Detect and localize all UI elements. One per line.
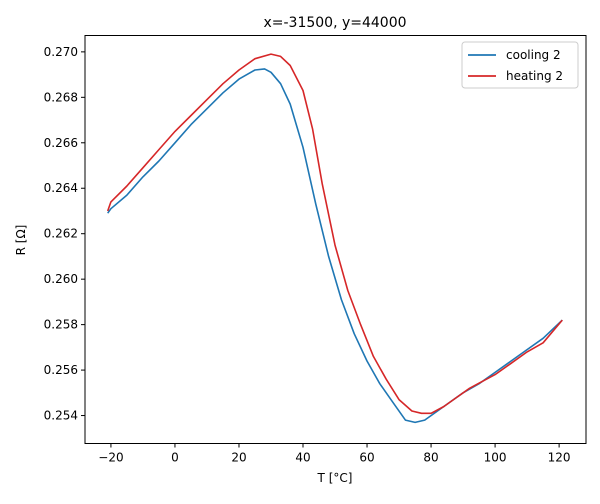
x-tick-label: 20 <box>231 451 246 465</box>
y-tick-label: 0.268 <box>44 90 78 104</box>
y-tick-label: 0.270 <box>44 45 78 59</box>
y-tick-label: 0.254 <box>44 409 78 423</box>
y-tick-label: 0.266 <box>44 136 78 150</box>
x-tick-label: 40 <box>295 451 310 465</box>
y-axis-label: R [Ω] <box>14 225 28 256</box>
x-axis-label: T [°C] <box>317 471 353 485</box>
legend: cooling 2 heating 2 <box>461 41 579 89</box>
x-tick-label: 120 <box>548 451 571 465</box>
y-tick-label: 0.260 <box>44 272 78 286</box>
x-tick-label: −20 <box>98 451 123 465</box>
y-tick-label: 0.264 <box>44 181 78 195</box>
legend-label: heating 2 <box>506 69 563 83</box>
y-tick-label: 0.256 <box>44 363 78 377</box>
plot-frame <box>84 35 587 444</box>
x-tick-label: 100 <box>484 451 507 465</box>
series-line-heating-2 <box>106 53 563 415</box>
y-tick-label: 0.262 <box>44 227 78 241</box>
legend-label: cooling 2 <box>506 48 561 62</box>
y-tick-label: 0.258 <box>44 318 78 332</box>
x-tick-label: 0 <box>171 451 179 465</box>
chart-title: x=-31500, y=44000 <box>263 15 406 31</box>
x-tick-label: 60 <box>359 451 374 465</box>
x-tick-label: 80 <box>423 451 438 465</box>
